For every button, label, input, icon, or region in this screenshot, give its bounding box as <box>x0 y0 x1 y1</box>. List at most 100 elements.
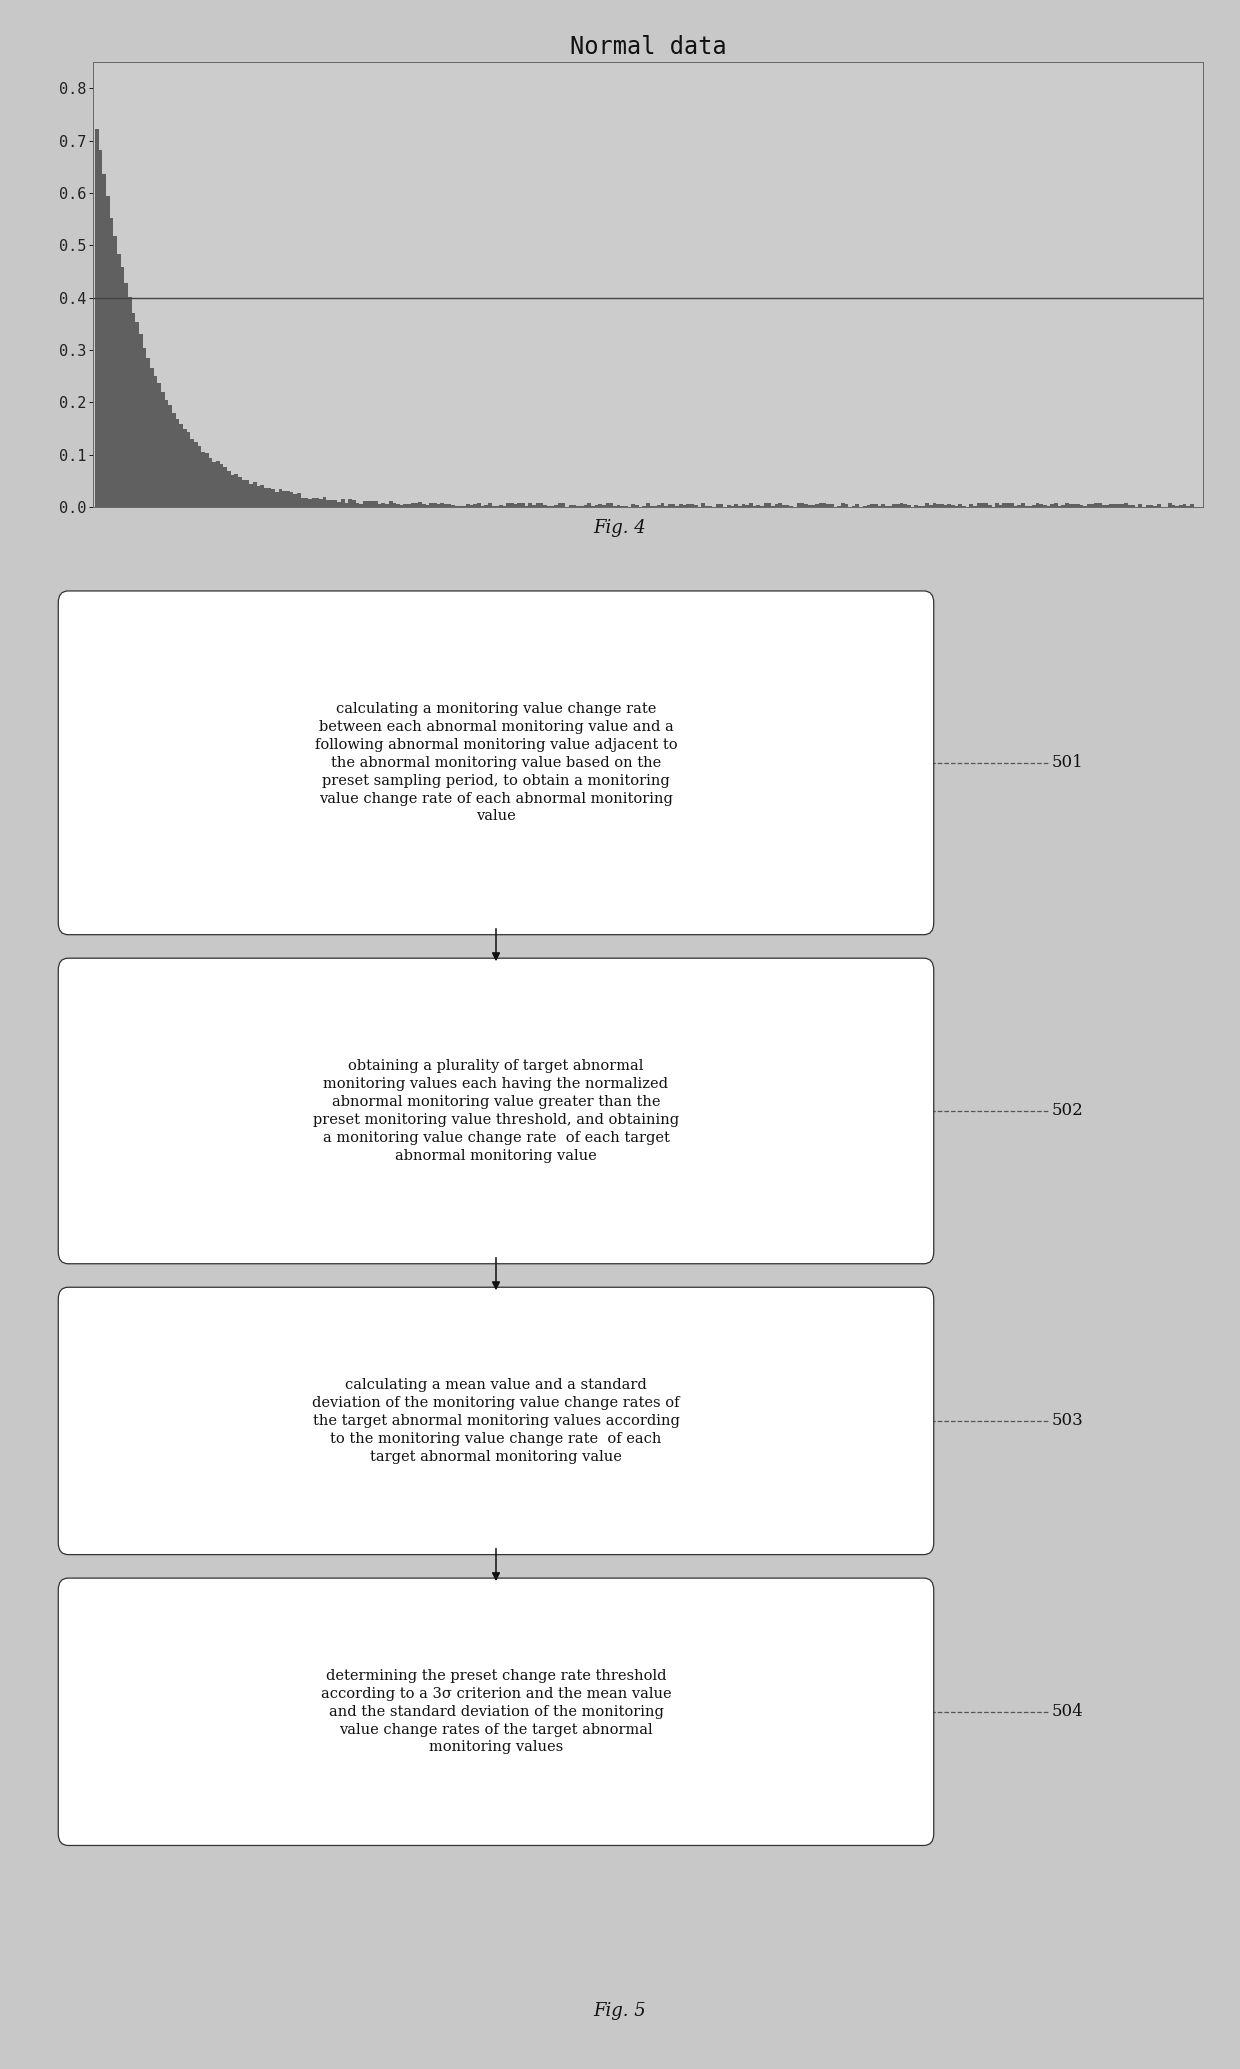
Bar <box>764 503 768 507</box>
Bar <box>646 503 650 507</box>
Bar <box>201 453 205 507</box>
Text: 502: 502 <box>1052 1103 1084 1119</box>
Bar <box>1073 505 1076 507</box>
Text: 504: 504 <box>1052 1703 1084 1719</box>
Bar <box>231 474 234 507</box>
Bar <box>800 503 804 507</box>
Bar <box>1076 505 1080 507</box>
Bar <box>234 474 238 507</box>
Bar <box>1091 503 1095 507</box>
Bar <box>1112 505 1116 507</box>
Bar <box>227 472 231 507</box>
Bar <box>944 505 947 507</box>
Bar <box>539 503 543 507</box>
Bar <box>1021 503 1024 507</box>
Bar <box>715 505 719 507</box>
Bar <box>352 501 356 507</box>
Bar <box>253 482 257 507</box>
Bar <box>319 499 322 507</box>
Bar <box>219 463 223 507</box>
Bar <box>815 505 818 507</box>
Bar <box>113 236 117 507</box>
Bar <box>341 499 345 507</box>
Bar <box>1061 505 1065 507</box>
Bar <box>1043 505 1047 507</box>
Bar <box>139 333 143 507</box>
Bar <box>985 503 988 507</box>
Bar <box>360 503 363 507</box>
Bar <box>193 443 197 507</box>
Bar <box>300 497 304 507</box>
Bar <box>701 503 704 507</box>
Bar <box>996 503 999 507</box>
Bar <box>238 478 242 507</box>
Bar <box>981 503 985 507</box>
Bar <box>184 428 187 507</box>
Bar <box>477 503 481 507</box>
Bar <box>1120 503 1123 507</box>
Bar <box>422 505 425 507</box>
Bar <box>371 501 374 507</box>
Bar <box>510 503 513 507</box>
Bar <box>1039 505 1043 507</box>
Bar <box>786 505 790 507</box>
Bar <box>386 505 389 507</box>
Bar <box>94 128 98 507</box>
Bar <box>315 499 319 507</box>
Bar <box>1138 505 1142 507</box>
Bar <box>143 348 146 507</box>
Bar <box>558 503 562 507</box>
Bar <box>308 499 311 507</box>
Bar <box>947 505 951 507</box>
Bar <box>775 505 779 507</box>
Bar <box>1101 505 1105 507</box>
Bar <box>616 505 620 507</box>
Bar <box>513 505 517 507</box>
Bar <box>154 377 157 507</box>
FancyBboxPatch shape <box>58 1579 934 1846</box>
Bar <box>260 486 264 507</box>
FancyBboxPatch shape <box>58 958 934 1264</box>
Bar <box>378 505 382 507</box>
Bar <box>822 503 826 507</box>
Bar <box>414 503 418 507</box>
Bar <box>605 503 609 507</box>
Bar <box>429 503 433 507</box>
Bar <box>536 503 539 507</box>
Bar <box>874 505 878 507</box>
Bar <box>936 505 940 507</box>
Bar <box>1069 505 1073 507</box>
Bar <box>970 505 973 507</box>
Bar <box>749 503 753 507</box>
Bar <box>290 492 294 507</box>
Bar <box>1054 503 1058 507</box>
Bar <box>474 505 477 507</box>
Bar <box>296 492 300 507</box>
Bar <box>867 505 870 507</box>
Bar <box>393 503 397 507</box>
Bar <box>1050 505 1054 507</box>
Bar <box>1099 503 1102 507</box>
Bar <box>826 503 830 507</box>
Bar <box>1157 505 1161 507</box>
Bar <box>532 505 536 507</box>
Text: Fig. 4: Fig. 4 <box>594 519 646 536</box>
Bar <box>268 488 272 507</box>
Bar <box>844 505 848 507</box>
Bar <box>205 453 208 507</box>
Bar <box>734 505 738 507</box>
Bar <box>223 468 227 507</box>
Bar <box>1116 505 1120 507</box>
Bar <box>418 503 422 507</box>
Bar <box>330 501 334 507</box>
Bar <box>293 494 298 507</box>
Bar <box>680 505 683 507</box>
FancyBboxPatch shape <box>58 592 934 935</box>
Bar <box>337 501 341 507</box>
Bar <box>444 505 448 507</box>
Bar <box>374 501 378 507</box>
Bar <box>117 254 120 507</box>
Bar <box>208 459 212 507</box>
Bar <box>517 503 521 507</box>
Bar <box>197 447 201 507</box>
